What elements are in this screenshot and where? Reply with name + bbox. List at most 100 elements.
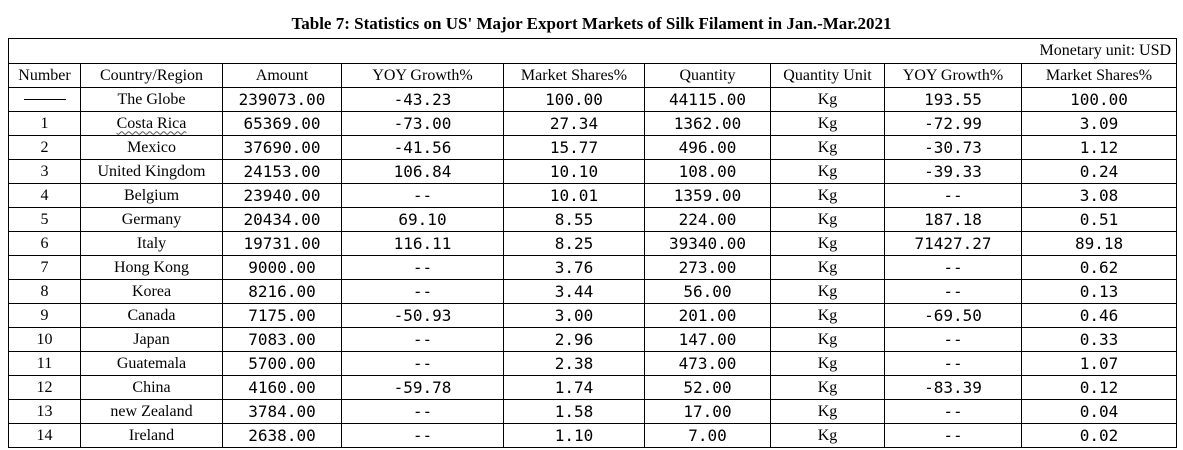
cell-quantity-share: 1.07 xyxy=(1020,351,1178,376)
cell-country: Mexico xyxy=(80,135,223,160)
cell-country: United Kingdom xyxy=(80,159,223,184)
cell-number xyxy=(8,87,81,112)
total-row-dash xyxy=(23,99,66,101)
table-row: 13 new Zealand 3784.00 -- 1.58 17.00 Kg -- 0.04 xyxy=(8,399,1178,424)
cell-amount-yoy: -- xyxy=(341,279,504,304)
cell-amount-yoy: -- xyxy=(341,255,504,280)
cell-number: 4 xyxy=(8,183,81,208)
cell-quantity-share: 0.12 xyxy=(1020,375,1178,400)
cell-amount-share: 2.96 xyxy=(503,327,645,352)
cell-number: 10 xyxy=(8,327,81,352)
cell-amount: 7083.00 xyxy=(222,327,342,352)
cell-amount: 65369.00 xyxy=(222,111,342,136)
cell-amount-share: 27.34 xyxy=(503,111,645,136)
cell-amount: 20434.00 xyxy=(222,207,342,232)
cell-amount-share: 3.76 xyxy=(503,255,645,280)
header-amount-yoy: YOY Growth% xyxy=(341,63,504,88)
table-row: 1 Costa Rica 65369.00 -73.00 27.34 1362.00 Kg -… xyxy=(8,111,1178,136)
cell-quantity-unit: Kg xyxy=(770,303,885,328)
cell-country: Guatemala xyxy=(80,351,223,376)
table-row: 7 Hong Kong 9000.00 -- 3.76 273.00 Kg -- 0.62 xyxy=(8,255,1178,280)
cell-amount-share: 1.58 xyxy=(503,399,645,424)
cell-amount-yoy: -73.00 xyxy=(341,111,504,136)
country-label: Belgium xyxy=(123,186,180,204)
cell-country: Costa Rica xyxy=(80,111,223,136)
country-label: Japan xyxy=(133,330,170,348)
cell-country: Canada xyxy=(80,303,223,328)
cell-number: 14 xyxy=(8,423,81,448)
table-row: 5 Germany 20434.00 69.10 8.55 224.00 Kg 187.18 0… xyxy=(8,207,1178,232)
cell-amount-yoy: -- xyxy=(341,399,504,424)
cell-amount-yoy: -- xyxy=(341,327,504,352)
cell-quantity-yoy: -69.50 xyxy=(884,303,1022,328)
cell-country: new Zealand xyxy=(80,399,223,424)
cell-quantity-yoy: -- xyxy=(884,255,1022,280)
unit-row: Monetary unit: USD xyxy=(7,38,1178,64)
cell-quantity-share: 100.00 xyxy=(1020,87,1178,112)
cell-amount-yoy: -43.23 xyxy=(341,87,504,112)
table-row: 11 Guatemala 5700.00 -- 2.38 473.00 Kg -- 1.07 xyxy=(8,351,1178,376)
cell-quantity-share: 3.09 xyxy=(1020,111,1178,136)
cell-country: Germany xyxy=(80,207,223,232)
cell-number: 11 xyxy=(8,351,81,376)
cell-quantity: 147.00 xyxy=(644,327,771,352)
cell-country: Hong Kong xyxy=(80,255,223,280)
cell-amount-share: 8.25 xyxy=(503,231,645,256)
country-label: Hong Kong xyxy=(113,258,190,276)
cell-quantity: 201.00 xyxy=(644,303,771,328)
cell-amount-share: 3.44 xyxy=(503,279,645,304)
cell-amount-yoy: -- xyxy=(341,423,504,448)
cell-quantity-yoy: -30.73 xyxy=(884,135,1022,160)
header-country: Country/Region xyxy=(80,63,223,88)
cell-quantity-unit: Kg xyxy=(770,111,885,136)
country-label: The Globe xyxy=(117,90,186,108)
cell-amount: 3784.00 xyxy=(222,399,342,424)
cell-quantity-unit: Kg xyxy=(770,399,885,424)
cell-quantity-unit: Kg xyxy=(770,87,885,112)
cell-quantity-share: 0.51 xyxy=(1020,207,1178,232)
cell-amount-yoy: 69.10 xyxy=(341,207,504,232)
cell-amount: 2638.00 xyxy=(222,423,342,448)
cell-country: Belgium xyxy=(80,183,223,208)
cell-amount-yoy: -- xyxy=(341,351,504,376)
cell-amount: 4160.00 xyxy=(222,375,342,400)
cell-amount: 8216.00 xyxy=(222,279,342,304)
cell-quantity: 108.00 xyxy=(644,159,771,184)
cell-number: 7 xyxy=(8,255,81,280)
header-quantity-share: Market Shares% xyxy=(1020,63,1178,88)
cell-amount-share: 10.01 xyxy=(503,183,645,208)
cell-amount-yoy: -50.93 xyxy=(341,303,504,328)
cell-amount-share: 1.74 xyxy=(503,375,645,400)
cell-number: 2 xyxy=(8,135,81,160)
cell-quantity-yoy: -- xyxy=(884,351,1022,376)
cell-amount-share: 15.77 xyxy=(503,135,645,160)
cell-amount: 37690.00 xyxy=(222,135,342,160)
cell-number: 9 xyxy=(8,303,81,328)
country-label: Ireland xyxy=(128,426,175,444)
header-quantity-unit: Quantity Unit xyxy=(770,63,885,88)
table-row: 9 Canada 7175.00 -50.93 3.00 201.00 Kg -69.50 0.… xyxy=(8,303,1178,328)
cell-quantity-unit: Kg xyxy=(770,423,885,448)
cell-quantity-share: 0.24 xyxy=(1020,159,1178,184)
country-label: Korea xyxy=(131,282,172,300)
cell-quantity: 1362.00 xyxy=(644,111,771,136)
cell-amount: 24153.00 xyxy=(222,159,342,184)
cell-number: 12 xyxy=(8,375,81,400)
cell-country: Ireland xyxy=(80,423,223,448)
cell-quantity: 1359.00 xyxy=(644,183,771,208)
cell-country: Italy xyxy=(80,231,223,256)
cell-quantity: 496.00 xyxy=(644,135,771,160)
cell-quantity-unit: Kg xyxy=(770,207,885,232)
cell-amount-share: 8.55 xyxy=(503,207,645,232)
cell-quantity-yoy: 71427.27 xyxy=(884,231,1022,256)
country-label: Italy xyxy=(136,234,167,252)
cell-quantity-unit: Kg xyxy=(770,327,885,352)
cell-number: 8 xyxy=(8,279,81,304)
cell-quantity-share: 0.04 xyxy=(1020,399,1178,424)
cell-quantity-yoy: 193.55 xyxy=(884,87,1022,112)
cell-quantity: 39340.00 xyxy=(644,231,771,256)
header-amount-share: Market Shares% xyxy=(503,63,645,88)
cell-amount: 23940.00 xyxy=(222,183,342,208)
table-title: Table 7: Statistics on US' Major Export … xyxy=(291,14,892,33)
cell-amount-yoy: -41.56 xyxy=(341,135,504,160)
